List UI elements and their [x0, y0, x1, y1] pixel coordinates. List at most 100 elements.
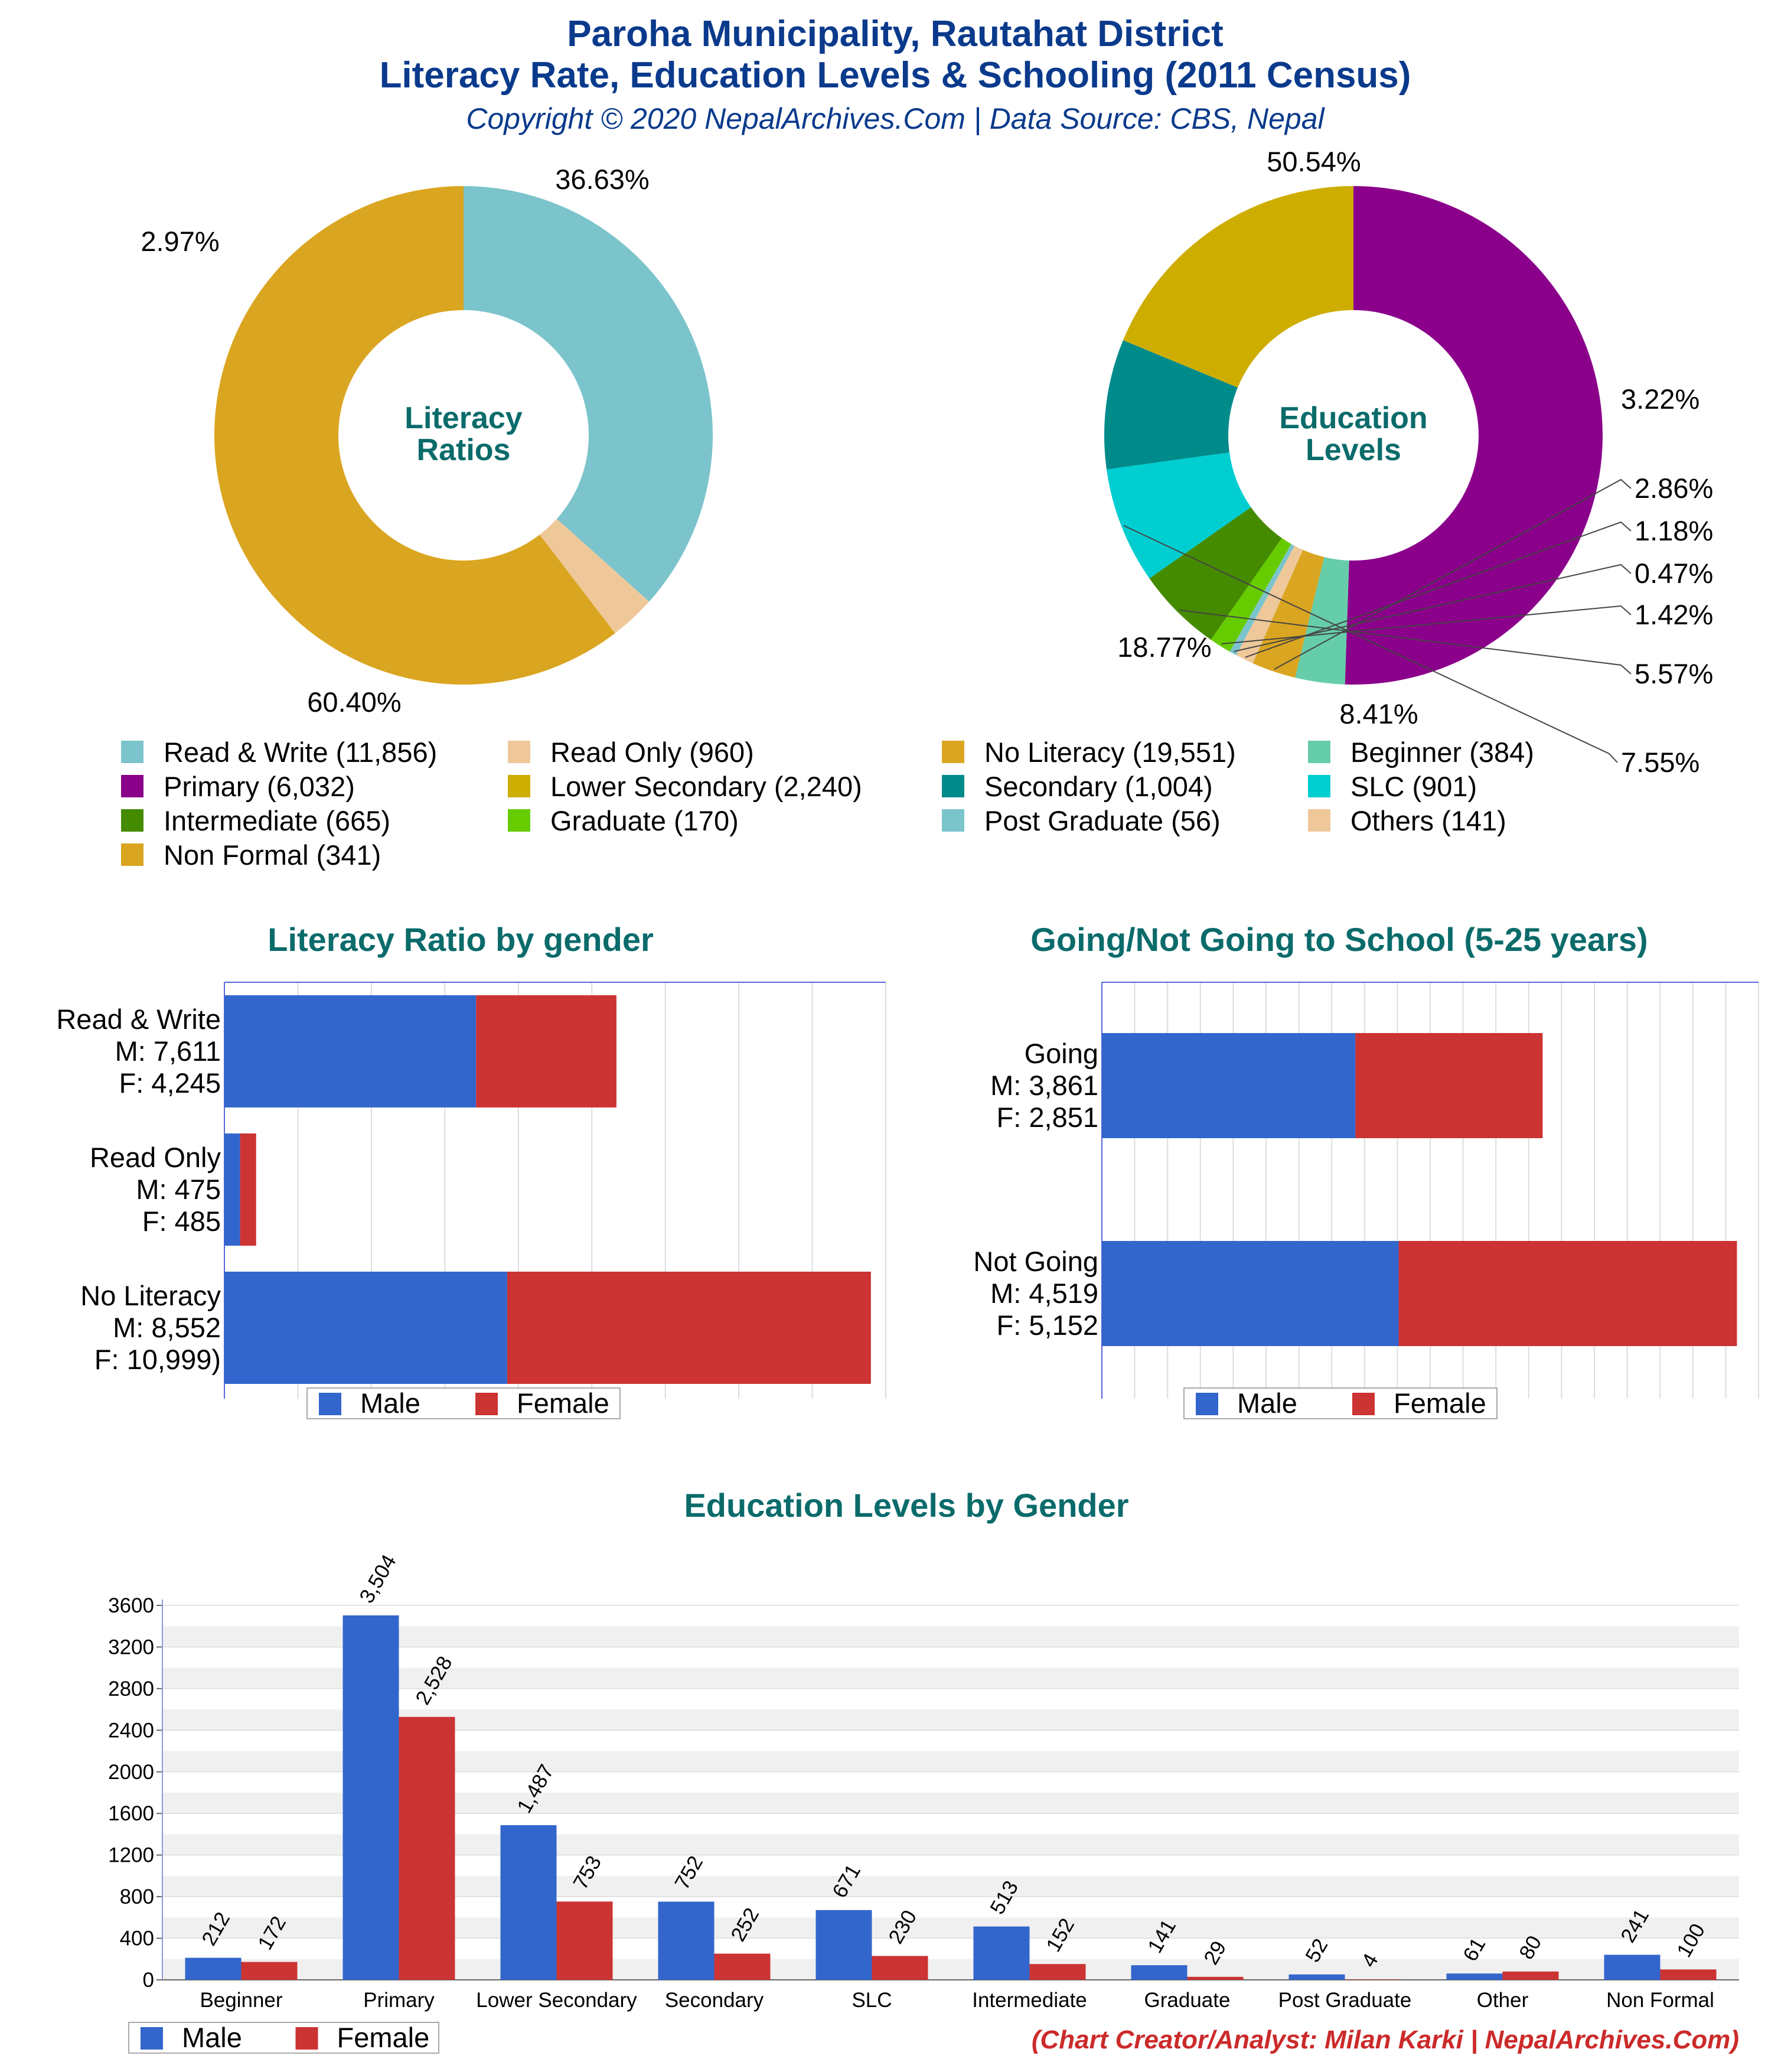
center-label-line1: Literacy: [404, 401, 523, 435]
legend-swatch-others-141: [1308, 809, 1330, 832]
bar-secondary-female: [714, 1953, 771, 1980]
leader-line: [1221, 605, 1632, 645]
slice-percent-label: 1.18%: [1635, 515, 1713, 546]
category-label-line: M: 4,519: [990, 1278, 1098, 1309]
legend-label-male: Male: [1237, 1387, 1297, 1419]
bar-intermediate-male: [973, 1926, 1030, 1980]
bar-post-graduate-male: [1288, 1974, 1345, 1980]
slice-percent-label: 1.42%: [1635, 599, 1713, 630]
x-tick-label: Graduate: [1144, 1989, 1231, 2012]
donut-slice-non-formal: [1252, 549, 1325, 678]
leader-line: [1245, 521, 1632, 658]
legend-swatch-read-only-960: [508, 741, 530, 763]
category-label-line: F: 5,152: [997, 1309, 1098, 1341]
page-title-line2: Literacy Rate, Education Levels & School…: [380, 55, 1411, 96]
x-tick-label: Lower Secondary: [476, 1989, 637, 2012]
bar-slc-female: [872, 1956, 928, 1980]
legend-label-intermediate-665: Intermediate (665): [164, 805, 390, 836]
bar-non-formal-male: [1604, 1954, 1660, 1980]
x-tick-label: Other: [1477, 1989, 1529, 2012]
legend-label-no-literacy-19-551: No Literacy (19,551): [984, 737, 1236, 768]
bar-not-going-male: [1102, 1241, 1399, 1346]
data-label: 241: [1616, 1905, 1653, 1946]
legend-swatch-primary-6-032: [121, 775, 143, 797]
category-label-line: Going: [1025, 1038, 1098, 1069]
legend-swatch-lower-secondary-2-240: [508, 775, 530, 797]
bar-primary-male: [342, 1615, 399, 1980]
legend-swatch-non-formal-341: [121, 843, 143, 866]
center-label-line1: Education: [1279, 401, 1427, 435]
category-label-line: Read & Write: [56, 1004, 221, 1035]
grid-stripe: [162, 1667, 1739, 1689]
bar-other-male: [1446, 1973, 1503, 1980]
data-label: 212: [197, 1908, 234, 1950]
footer-credit: (Chart Creator/Analyst: Milan Karki | Ne…: [1032, 2025, 1739, 2054]
bar-read-only-male: [224, 1133, 240, 1246]
category-label-line: M: 3,861: [990, 1070, 1098, 1101]
x-tick-label: Non Formal: [1606, 1989, 1714, 2012]
legend-label-male: Male: [182, 2022, 242, 2053]
legend-label-slc-901: SLC (901): [1350, 771, 1477, 802]
bar-no-literacy-female: [507, 1272, 871, 1384]
legend-label-beginner-384: Beginner (384): [1350, 737, 1534, 768]
slice-percent-label: 3.22%: [1621, 383, 1699, 415]
y-tick-label: 0: [143, 1969, 154, 1992]
bar-not-going-female: [1398, 1241, 1737, 1346]
bar-other-female: [1502, 1971, 1559, 1980]
bar-non-formal-female: [1660, 1969, 1717, 1980]
legend-swatch-secondary-1-004: [942, 775, 964, 797]
slice-percent-label: 8.41%: [1339, 698, 1418, 729]
legend-label-graduate-170: Graduate (170): [550, 805, 739, 836]
leader-line: [1274, 478, 1632, 670]
slice-percent-label: 7.55%: [1621, 747, 1699, 778]
y-tick-label: 1600: [108, 1802, 154, 1825]
y-tick-label: 1200: [108, 1844, 154, 1867]
literacy-gender-title: Literacy Ratio by gender: [267, 921, 654, 958]
x-tick-label: Primary: [363, 1989, 435, 2012]
x-tick-label: Secondary: [665, 1989, 764, 2012]
slice-percent-label: 2.86%: [1635, 473, 1713, 504]
x-tick-label: SLC: [852, 1989, 892, 2012]
legend-swatch-graduate-170: [508, 809, 530, 832]
legend-label-primary-6-032: Primary (6,032): [164, 771, 355, 802]
page-title-line1: Paroha Municipality, Rautahat District: [567, 14, 1224, 54]
school-gender-title: Going/Not Going to School (5-25 years): [1030, 921, 1648, 958]
donut-slice-beginner: [1295, 557, 1349, 685]
legend-label-female: Female: [337, 2022, 430, 2053]
bar-going-female: [1355, 1033, 1543, 1138]
legend-swatch-read-write-11-856: [121, 741, 143, 763]
bar-post-graduate-female: [1345, 1979, 1401, 1980]
legend-label-female: Female: [517, 1387, 609, 1419]
leader-line: [1179, 609, 1632, 675]
legend-label-secondary-1-004: Secondary (1,004): [984, 771, 1213, 802]
bar-beginner-female: [241, 1962, 298, 1980]
x-tick-label: Beginner: [200, 1989, 282, 2012]
bar-read-write-female: [476, 995, 616, 1107]
legend-swatch-female: [295, 2027, 318, 2050]
donut-slice-secondary: [1104, 340, 1238, 470]
legend-swatch-female: [1352, 1393, 1375, 1415]
bar-going-male: [1102, 1033, 1356, 1138]
legend-swatch-male: [1196, 1393, 1218, 1415]
x-tick-label: Post Graduate: [1278, 1989, 1412, 2012]
legend-swatch-male: [319, 1393, 341, 1415]
donut-slice-no-literacy: [214, 186, 615, 685]
legend-swatch-post-graduate-56: [942, 809, 964, 832]
legend-label-post-graduate-56: Post Graduate (56): [984, 805, 1221, 836]
grid-stripe: [162, 1626, 1739, 1647]
legend-swatch-female: [475, 1393, 498, 1415]
leader-line: [1234, 563, 1632, 652]
slice-percent-label: 0.47%: [1635, 558, 1713, 589]
y-tick-label: 800: [120, 1885, 154, 1908]
bar-primary-female: [399, 1716, 455, 1980]
legend-label-read-write-11-856: Read & Write (11,856): [164, 737, 437, 768]
category-label-line: F: 485: [142, 1206, 221, 1237]
slice-percent-label: 18.77%: [1117, 631, 1211, 663]
data-label: 230: [884, 1906, 921, 1947]
page-subtitle: Copyright © 2020 NepalArchives.Com | Dat…: [466, 102, 1325, 136]
gender-legend-box: [1183, 1387, 1498, 1419]
gender-legend-box: [128, 2022, 439, 2054]
